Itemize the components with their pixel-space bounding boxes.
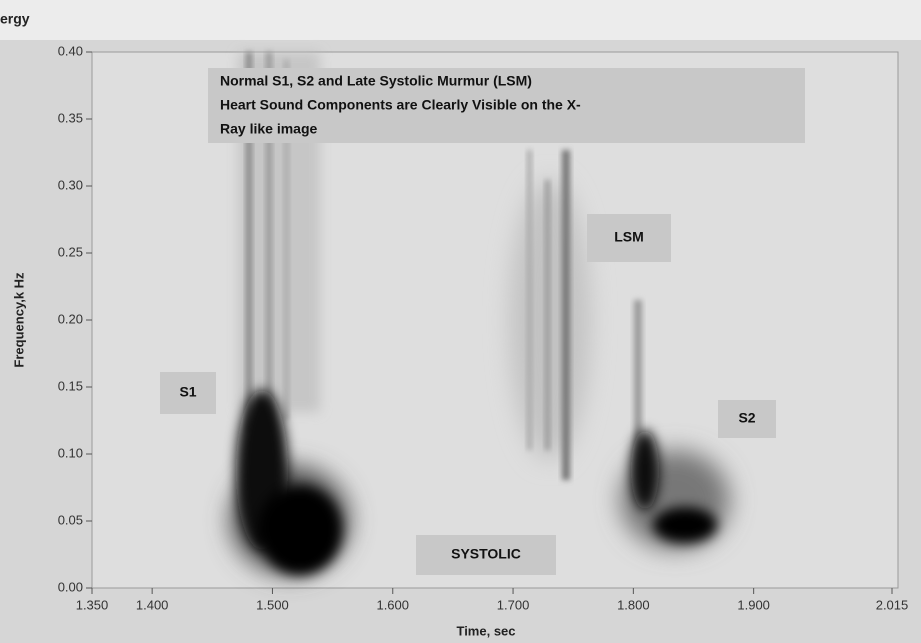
y-tick-label: 0.20	[58, 311, 83, 326]
annotation-line: Ray like image	[220, 121, 317, 137]
chart-title: ergy	[0, 11, 30, 27]
x-tick-label: 1.400	[136, 597, 169, 612]
label-box	[718, 400, 776, 438]
x-tick-label: 2.015	[876, 597, 909, 612]
y-axis-label: Frequency,k Hz	[11, 272, 26, 368]
label-box	[587, 214, 671, 262]
x-tick-label: 1.600	[376, 597, 409, 612]
annotation-label: SYSTOLIC	[451, 546, 521, 562]
x-tick-label: 1.500	[256, 597, 289, 612]
y-tick-label: 0.15	[58, 378, 83, 393]
annotation-label: S2	[738, 410, 755, 426]
y-tick-label: 0.05	[58, 512, 83, 527]
y-tick-label: 0.00	[58, 579, 83, 594]
y-tick-label: 0.35	[58, 110, 83, 125]
label-box	[416, 535, 556, 575]
y-tick-label: 0.10	[58, 445, 83, 460]
y-tick-label: 0.30	[58, 177, 83, 192]
header-bar	[0, 0, 921, 40]
annotation-label: LSM	[614, 229, 644, 245]
x-tick-label: 1.350	[76, 597, 109, 612]
label-box	[160, 372, 216, 414]
x-axis-label: Time, sec	[456, 623, 515, 638]
y-tick-label: 0.25	[58, 244, 83, 259]
annotations: Normal S1, S2 and Late Systolic Murmur (…	[160, 68, 805, 575]
y-tick-label: 0.40	[58, 43, 83, 58]
annotation-line: Heart Sound Components are Clearly Visib…	[220, 97, 581, 113]
x-tick-label: 1.700	[497, 597, 530, 612]
annotation-line: Normal S1, S2 and Late Systolic Murmur (…	[220, 73, 532, 89]
x-tick-label: 1.900	[737, 597, 770, 612]
x-tick-label: 1.800	[617, 597, 650, 612]
annotation-label: S1	[179, 384, 196, 400]
annotation-box	[208, 68, 805, 143]
